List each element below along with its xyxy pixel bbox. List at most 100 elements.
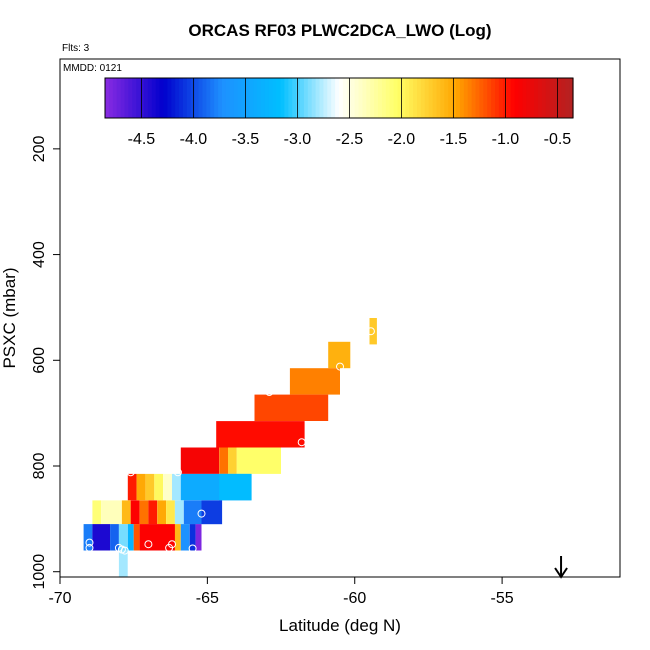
colorbar-segment xyxy=(128,78,133,118)
heatmap-cell xyxy=(216,421,305,448)
flight-marker xyxy=(173,468,182,477)
colorbar-segment xyxy=(491,78,496,118)
colorbar-segment xyxy=(413,78,418,118)
y-tick-label: 1000 xyxy=(31,554,48,590)
heatmap-cell xyxy=(130,500,140,525)
heatmap-cell xyxy=(163,473,172,501)
flight-marker xyxy=(197,509,206,518)
colorbar-segment xyxy=(300,78,305,118)
heatmap-cell xyxy=(328,341,351,369)
colorbar-segment xyxy=(225,78,231,118)
colorbar-segment xyxy=(132,78,137,118)
colorbar-segment xyxy=(487,78,492,118)
colorbar-segment xyxy=(483,78,488,118)
axes: -70 -65 -60 -55 200 400 600 800 1000 xyxy=(31,135,568,607)
colorbar-segment xyxy=(440,78,445,118)
heatmap-cell xyxy=(83,524,93,551)
colorbar-segment xyxy=(307,78,313,118)
colorbar-segment xyxy=(530,78,535,118)
colorbar-segment xyxy=(186,78,192,118)
flight-marker xyxy=(265,388,274,396)
heatmap-cell xyxy=(121,500,131,525)
heatmap-cell xyxy=(157,500,167,525)
colorbar-segment xyxy=(229,78,235,118)
colorbar-segment xyxy=(241,78,246,118)
colorbar-segment xyxy=(253,78,258,118)
heatmap-cell xyxy=(183,500,202,525)
colorbar-segment xyxy=(163,78,168,118)
colorbar-segment xyxy=(362,78,367,118)
colorbar-segment xyxy=(370,78,375,118)
colorbar-segment xyxy=(214,78,219,118)
colorbar-segment xyxy=(276,78,282,118)
colorbar-segment xyxy=(105,78,110,118)
colorbar-segment xyxy=(264,78,270,118)
colorbar-segment xyxy=(218,78,223,118)
heatmap-cell xyxy=(228,447,237,474)
flight-marker xyxy=(366,327,375,336)
colorbar-segment xyxy=(261,78,266,118)
colorbar-segment xyxy=(292,78,297,118)
colorbar-segment xyxy=(222,78,227,118)
colorbar-segment xyxy=(249,78,254,118)
colorbar-segment xyxy=(381,78,387,118)
heatmap-cell xyxy=(148,500,158,525)
heatmap-cell xyxy=(166,500,175,525)
colorbar-segment xyxy=(257,78,262,118)
colorbar-segment xyxy=(284,78,289,118)
heatmap-cell xyxy=(195,524,202,551)
colorbar-segment xyxy=(557,78,562,118)
colorbar-segment xyxy=(319,78,324,118)
heatmap-cell xyxy=(118,550,128,577)
flight-marker xyxy=(85,538,94,547)
heatmap-cell xyxy=(92,500,102,525)
colorbar-segment xyxy=(210,78,215,118)
colorbar-segment xyxy=(311,78,317,118)
colorbar-segment xyxy=(436,78,441,118)
heatmap-cell xyxy=(174,524,181,551)
colorbar-frame xyxy=(104,77,574,119)
colorbar-segment xyxy=(405,78,410,118)
flight-marker xyxy=(336,362,344,371)
colorbar-tick-label: -2.5 xyxy=(336,131,364,148)
y-tick-label: 800 xyxy=(31,453,48,480)
colorbar-segment xyxy=(140,78,145,118)
colorbar-segment xyxy=(237,78,243,118)
flight-marker xyxy=(188,544,197,553)
colorbar-segment xyxy=(479,78,484,118)
colorbar-segment xyxy=(526,78,531,118)
flight-marker xyxy=(126,468,135,477)
heatmap-cell xyxy=(219,447,228,474)
heatmap-cell xyxy=(219,473,252,501)
colorbar-segment xyxy=(335,78,340,118)
colorbar-tick-label: -1.0 xyxy=(492,131,520,148)
colorbar-segment xyxy=(327,78,332,118)
colorbar-segment xyxy=(534,78,539,118)
heatmap-cell xyxy=(289,368,340,395)
flight-marker xyxy=(144,540,153,549)
colorbar-segment xyxy=(194,78,200,118)
colorbar-segment xyxy=(151,78,157,118)
colorbar-segment xyxy=(553,78,558,118)
colorbar-segment xyxy=(124,78,129,118)
x-axis-label: Latitude (deg N) xyxy=(279,616,401,635)
colorbar-tick-label: -0.5 xyxy=(544,131,572,148)
colorbar-tick-label: -1.5 xyxy=(440,131,468,148)
colorbar-segment xyxy=(510,78,516,118)
colorbar: -4.5 -4.0 -3.5 -3.0 -2.5 -2.0 -1.5 -1.0 -0.5 xyxy=(104,77,574,148)
colorbar-segment xyxy=(296,78,301,118)
colorbar-segment xyxy=(272,78,278,118)
y-tick-label: 400 xyxy=(31,241,48,268)
colorbar-tick-label: -3.5 xyxy=(232,131,260,148)
colorbar-segment xyxy=(171,78,176,118)
colorbar-segment xyxy=(463,78,469,118)
x-tick-label: -55 xyxy=(491,590,514,607)
colorbar-tick-label: -2.0 xyxy=(388,131,416,148)
colorbar-segment xyxy=(393,78,399,118)
flight-marker xyxy=(120,546,129,555)
heatmap-cell xyxy=(236,447,281,474)
colorbar-segment xyxy=(159,78,165,118)
heatmap-cell xyxy=(189,524,196,551)
heatmap-cells xyxy=(83,318,377,577)
colorbar-segment xyxy=(315,78,321,118)
